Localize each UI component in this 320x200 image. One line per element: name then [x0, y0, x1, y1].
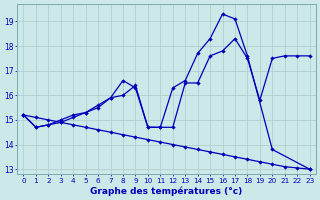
- X-axis label: Graphe des températures (°c): Graphe des températures (°c): [91, 186, 243, 196]
